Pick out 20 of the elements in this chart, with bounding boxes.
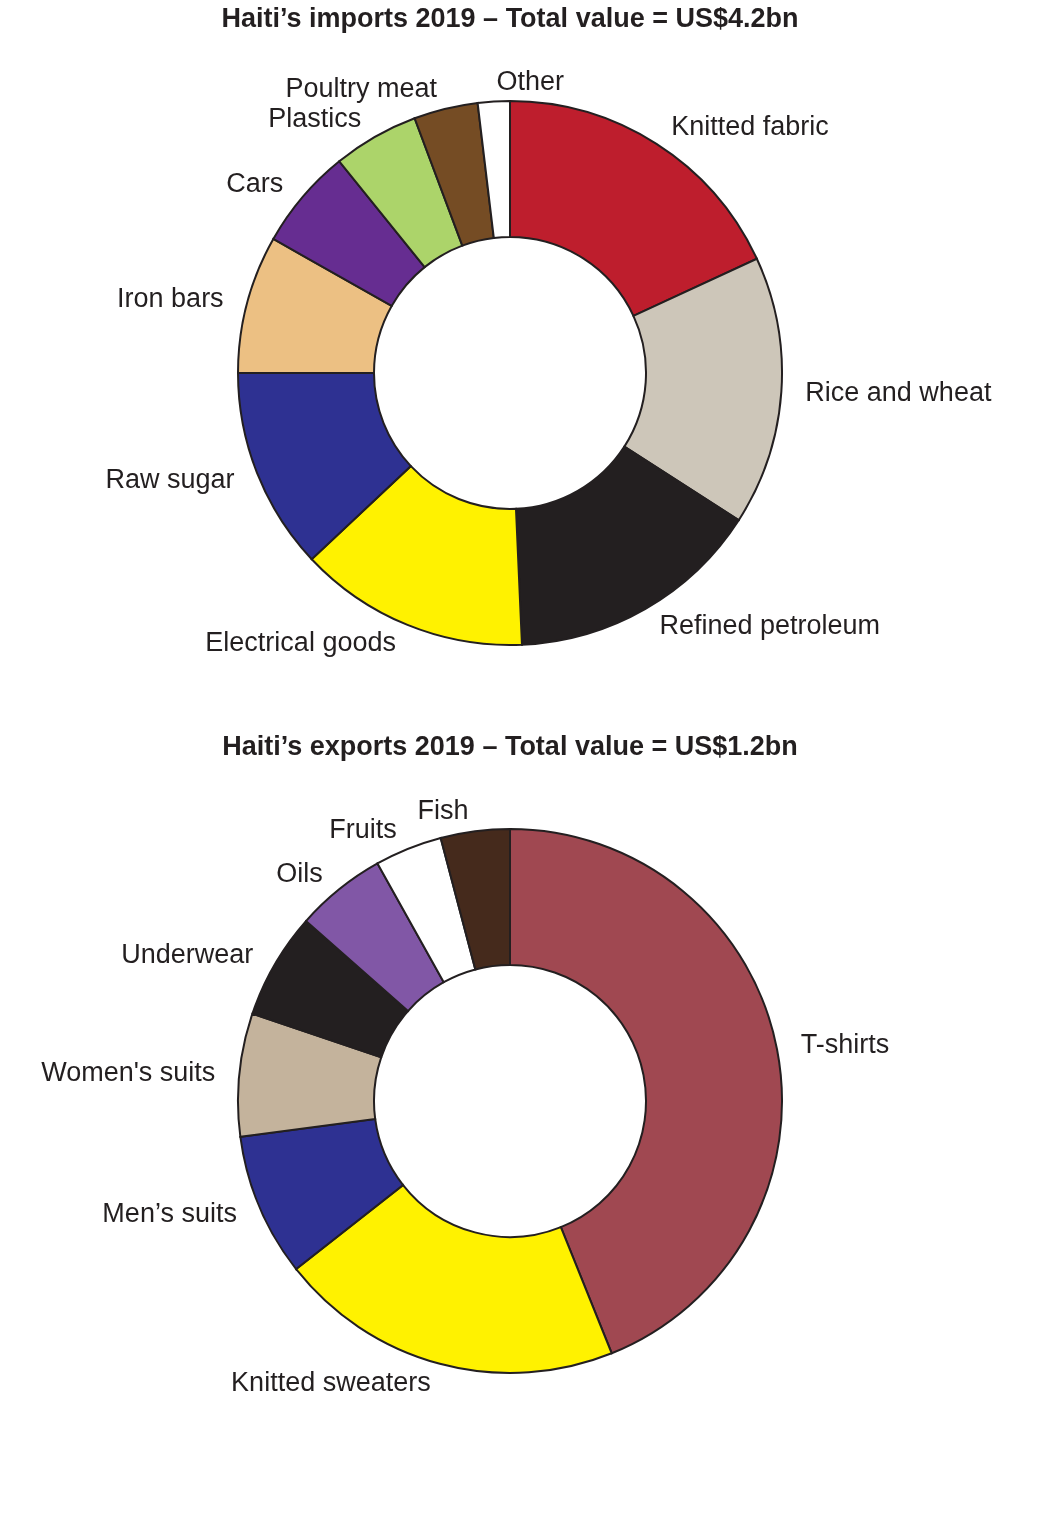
slice-label: Men’s suits (102, 1198, 237, 1229)
slice-label: Knitted sweaters (231, 1367, 431, 1398)
slice-label: Fish (417, 795, 469, 826)
slice-label: Underwear (121, 938, 254, 969)
slice-label: Poultry meat (285, 73, 438, 104)
slice-label: Cars (226, 168, 284, 199)
slice-label: Women's suits (41, 1056, 216, 1087)
slice-label: T-shirts (800, 1029, 890, 1060)
slice-label: Fruits (329, 814, 397, 845)
chart-title: Haiti’s exports 2019 – Total value = US$1.2bn (222, 731, 798, 761)
slice-label: Electrical goods (205, 627, 396, 658)
slice-label: Plastics (268, 103, 362, 134)
slice-label: Raw sugar (105, 464, 235, 495)
slice-label: Knitted fabric (671, 110, 829, 141)
chart-title: Haiti’s imports 2019 – Total value = US$4.2bn (221, 3, 799, 33)
slice-label: Rice and wheat (805, 377, 992, 408)
slice-label: Other (496, 65, 565, 96)
slice-label: Refined petroleum (659, 610, 881, 641)
slice-label: Iron bars (117, 282, 224, 313)
slice-label: Oils (276, 857, 323, 888)
